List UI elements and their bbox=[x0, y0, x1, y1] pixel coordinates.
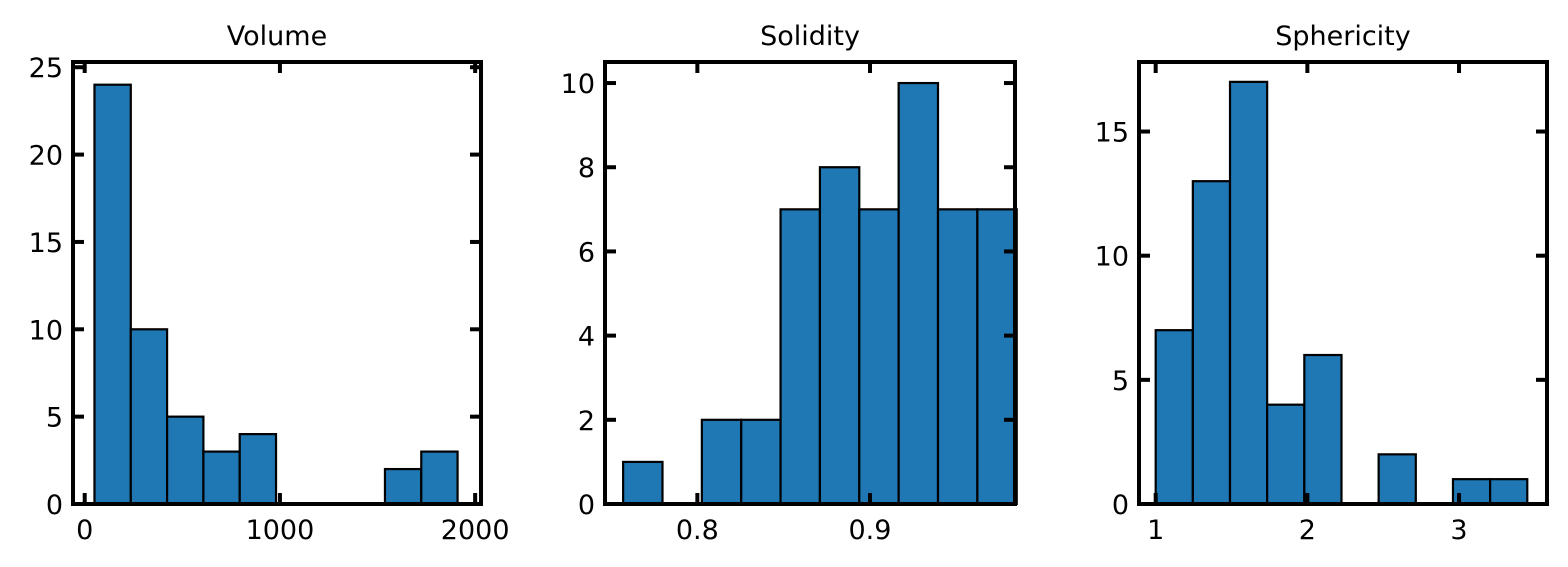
volume-axes-frame bbox=[71, 60, 483, 506]
solidity-bar-5 bbox=[818, 166, 861, 506]
volume-xtick-label-1: 1000 bbox=[246, 515, 315, 546]
solidity-xtick-label-1: 0.9 bbox=[849, 515, 892, 546]
volume-title: Volume bbox=[227, 21, 327, 52]
solidity-ytick-label-0: 0 bbox=[578, 490, 595, 521]
sphericity-bar-2 bbox=[1228, 80, 1269, 506]
sphericity-xtick-label-0: 1 bbox=[1147, 515, 1164, 546]
volume-bar-1 bbox=[129, 328, 169, 506]
solidity-axes-frame bbox=[603, 60, 1017, 506]
volume-ytick-label-4: 20 bbox=[29, 141, 63, 172]
solidity-ytick-label-2: 4 bbox=[578, 322, 595, 353]
volume-bar-9 bbox=[420, 450, 459, 506]
sphericity-ytick-label-1: 5 bbox=[1112, 366, 1129, 397]
solidity-xtick-label-0: 0.8 bbox=[676, 515, 719, 546]
sphericity-bar-6 bbox=[1377, 453, 1417, 506]
sphericity-bar-1 bbox=[1191, 180, 1232, 506]
volume-histogram-panel: 0 1000 2000 0 5 10 15 20 25 Volume bbox=[29, 21, 510, 546]
solidity-bar-2 bbox=[700, 418, 743, 506]
volume-ytick-label-0: 0 bbox=[46, 490, 63, 521]
volume-ytick-label-1: 5 bbox=[46, 403, 63, 434]
solidity-ytick-label-1: 2 bbox=[578, 406, 595, 437]
solidity-ytick-label-4: 8 bbox=[578, 153, 595, 184]
solidity-bar-3 bbox=[740, 418, 782, 506]
sphericity-bar-3 bbox=[1266, 403, 1306, 506]
solidity-bar-7 bbox=[897, 81, 940, 506]
volume-bar-8 bbox=[383, 467, 423, 506]
volume-ytick-label-2: 10 bbox=[29, 315, 63, 346]
solidity-bar-0 bbox=[622, 460, 664, 506]
volume-bar-2 bbox=[165, 415, 205, 506]
volume-ytick-label-5: 25 bbox=[29, 53, 63, 84]
sphericity-histogram-panel: 1 2 3 0 5 10 15 Sphericity bbox=[1095, 21, 1549, 546]
sphericity-bar-4 bbox=[1303, 353, 1343, 506]
sphericity-ytick-label-0: 0 bbox=[1112, 490, 1129, 521]
volume-xtick-label-2: 2000 bbox=[441, 515, 510, 546]
sphericity-bar-0 bbox=[1154, 329, 1194, 506]
volume-bar-4 bbox=[238, 433, 278, 506]
sphericity-bar-9 bbox=[1489, 478, 1529, 506]
solidity-bar-4 bbox=[779, 208, 822, 506]
sphericity-xtick-label-1: 2 bbox=[1299, 515, 1316, 546]
sphericity-ytick-label-3: 15 bbox=[1095, 118, 1129, 149]
volume-xtick-label-0: 0 bbox=[76, 515, 93, 546]
solidity-bar-6 bbox=[858, 208, 900, 506]
sphericity-ytick-label-2: 10 bbox=[1095, 242, 1129, 273]
solidity-ytick-label-5: 10 bbox=[561, 69, 595, 100]
sphericity-axes-frame bbox=[1137, 60, 1549, 506]
sphericity-title: Sphericity bbox=[1275, 21, 1411, 52]
solidity-histogram-panel: 0.8 0.9 0 2 4 6 8 10 Solidity bbox=[561, 21, 1018, 546]
sphericity-xtick-label-2: 3 bbox=[1450, 515, 1467, 546]
volume-ytick-label-3: 15 bbox=[29, 228, 63, 259]
volume-bar-0 bbox=[93, 83, 132, 506]
solidity-bar-9 bbox=[976, 208, 1018, 506]
volume-bar-3 bbox=[202, 450, 241, 506]
solidity-bar-8 bbox=[936, 208, 979, 506]
solidity-title: Solidity bbox=[760, 21, 860, 52]
solidity-ytick-label-3: 6 bbox=[578, 237, 595, 268]
